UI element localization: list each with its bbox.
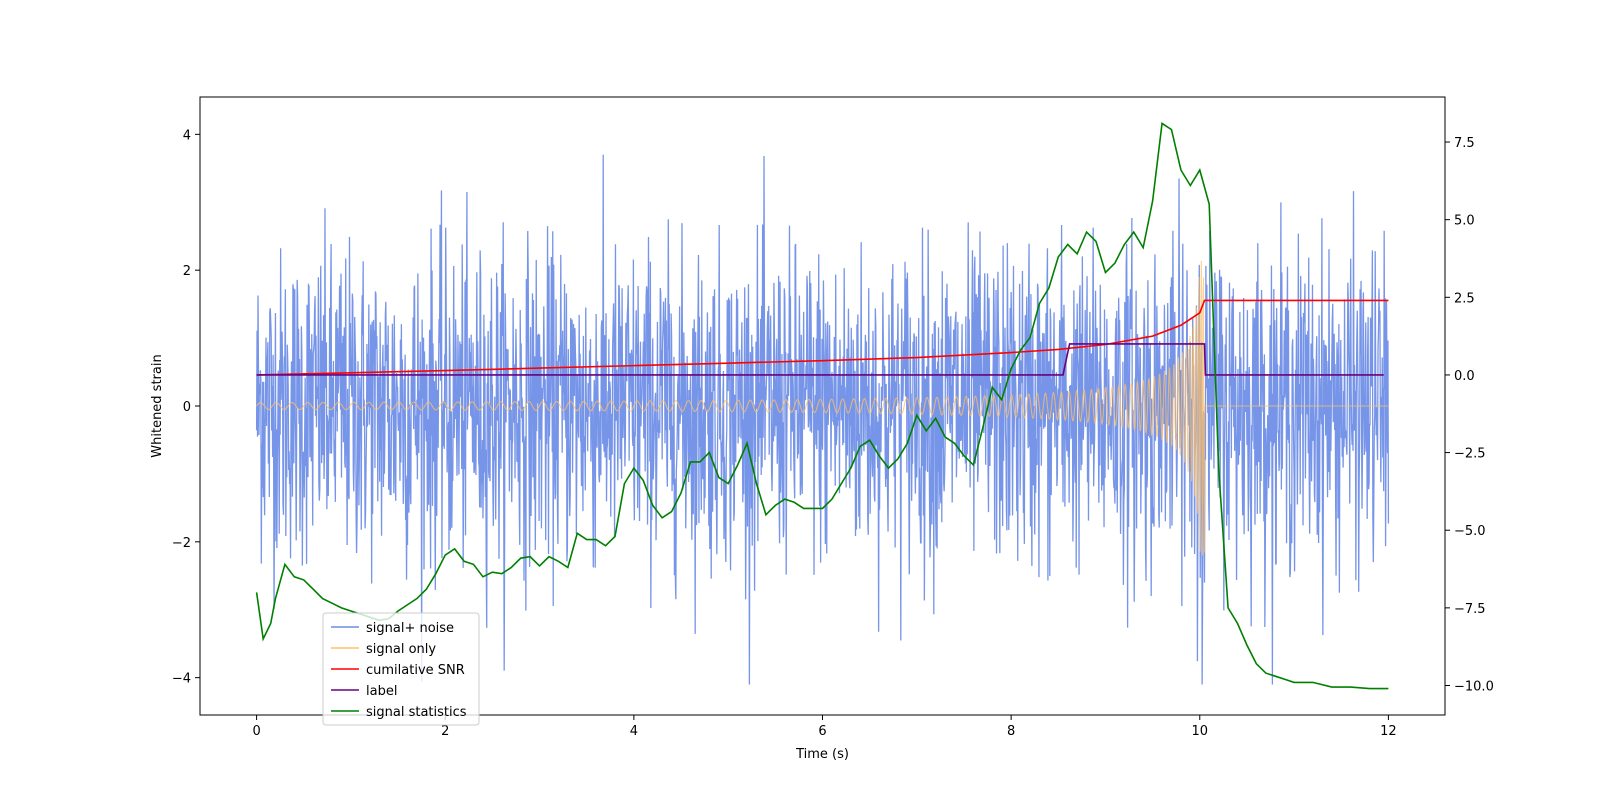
legend: signal+ noise signal only cumilative SNR la…: [322, 612, 480, 726]
y-right-tick-label: 2.5: [1454, 291, 1475, 306]
x-tick-label: 4: [630, 724, 638, 739]
x-tick-label: 10: [1191, 724, 1208, 739]
y-right-tick-label: −10.0: [1454, 679, 1494, 694]
x-axis-label: Time (s): [795, 747, 849, 762]
x-tick-label: 6: [818, 724, 826, 739]
legend-label: label: [366, 684, 397, 699]
y-left-tick-label: 2: [183, 264, 191, 279]
x-tick-label: 2: [441, 724, 449, 739]
legend-label: signal+ noise: [366, 621, 454, 636]
series-cumulative-snr: [256, 299, 1389, 376]
y-left-tick-label: 0: [183, 400, 191, 415]
y-axis-label: Whitened strain: [150, 354, 165, 457]
legend-label: signal only: [366, 642, 436, 657]
y-right-tick-label: 7.5: [1454, 136, 1475, 151]
legend-box: [322, 612, 480, 726]
y-left-tick-label: 4: [183, 128, 191, 143]
y-right-tick-label: 0.0: [1454, 369, 1475, 384]
legend-label: cumilative SNR: [366, 663, 465, 678]
x-tick-label: 12: [1380, 724, 1397, 739]
y-right-tick-label: 5.0: [1454, 214, 1475, 229]
series-signal-only: [256, 260, 1389, 556]
legend-label: signal statistics: [366, 705, 467, 720]
y-right-tick-label: −5.0: [1454, 524, 1486, 539]
y-right-tick-label: −2.5: [1454, 447, 1486, 462]
y-left-tick-label: −4: [172, 672, 191, 687]
plot-area: [255, 122, 1390, 690]
x-tick-label: 0: [252, 724, 260, 739]
series-signal-statistics: [255, 122, 1389, 690]
tick-marks: 0 2 4 6 8 10 12 −4 −2 0 2 4 −10.0 −7.5 −5.0 −2.5 0.0 2.5 5…: [172, 128, 1494, 739]
y-left-tick-label: −2: [172, 536, 191, 551]
x-tick-label: 8: [1007, 724, 1015, 739]
y-right-tick-label: −7.5: [1454, 602, 1486, 617]
series-label: [256, 343, 1384, 376]
